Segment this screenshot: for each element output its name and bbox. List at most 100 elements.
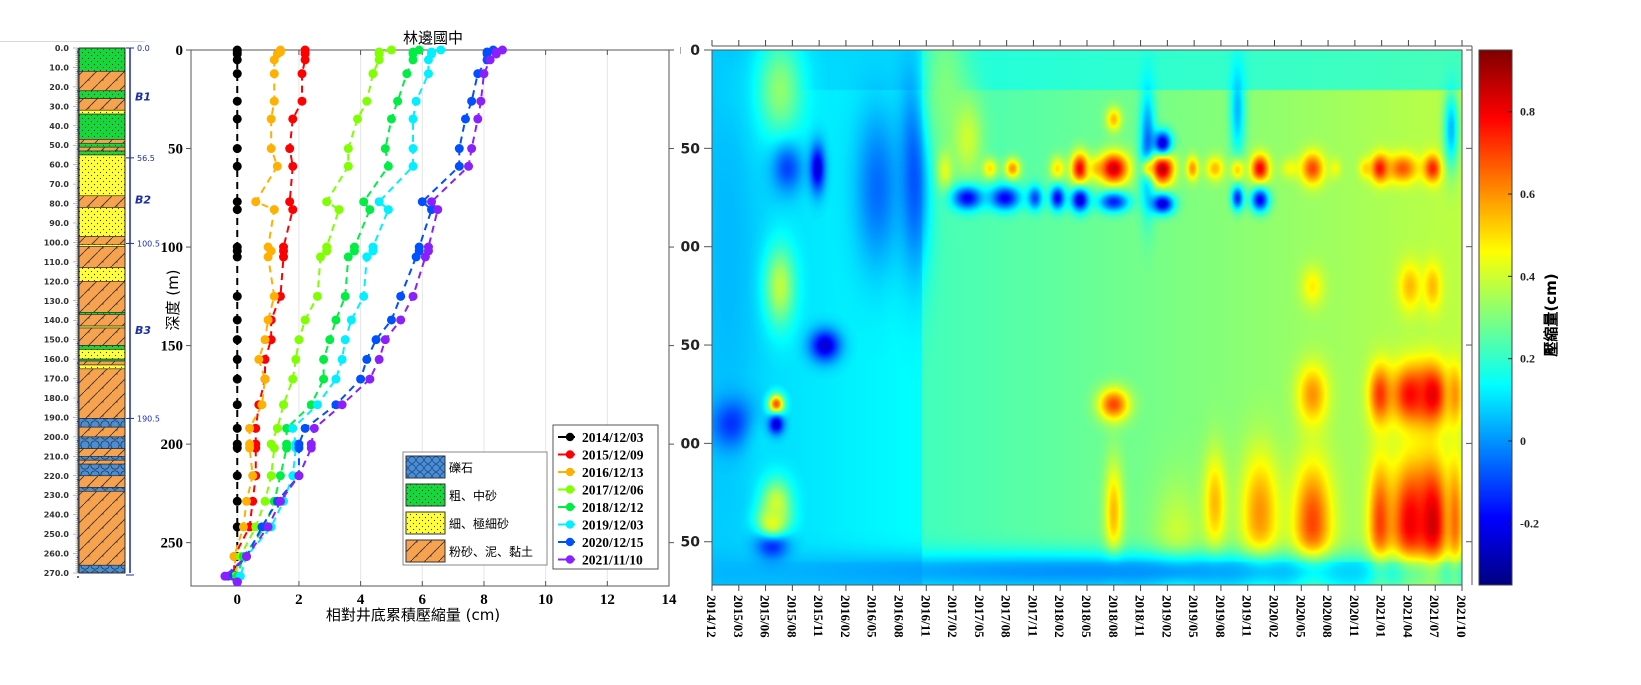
unit-label: B3	[135, 324, 151, 337]
heatmap-x-tick-label: 2021/07	[1427, 595, 1442, 638]
data-point	[269, 96, 279, 106]
heatmap-x-tick-label: 2017/02	[945, 595, 960, 638]
strat-depth-label: 70.0	[49, 180, 69, 189]
strat-layer-pattern	[79, 565, 125, 573]
series-2018-12-12	[232, 45, 424, 587]
data-point	[408, 161, 418, 171]
legend-label: 2021/11/10	[582, 553, 643, 568]
strat-depth-label: 60.0	[49, 161, 69, 170]
strat-layer-pattern	[79, 195, 125, 208]
data-point	[275, 471, 285, 481]
heatmap-x-tick-label: 2019/05	[1186, 595, 1201, 638]
series-line	[236, 49, 420, 583]
strat-layer-pattern	[79, 312, 125, 315]
data-point	[263, 252, 273, 262]
legend-marker	[565, 555, 575, 564]
data-point	[319, 354, 329, 364]
data-point	[288, 471, 298, 481]
data-point	[393, 96, 403, 106]
strat-depth-label: 80.0	[49, 200, 69, 209]
strat-layer-pattern	[79, 48, 125, 72]
lithology-swatch-pattern	[406, 512, 445, 534]
data-point	[269, 291, 279, 301]
data-point	[331, 315, 341, 325]
data-point	[232, 114, 242, 124]
legend-marker	[565, 537, 575, 547]
strat-depth-label: 180.0	[44, 394, 70, 403]
heatmap-image	[712, 50, 1462, 585]
divider-line	[0, 41, 145, 42]
data-point	[232, 315, 242, 325]
strat-marker	[77, 167, 79, 170]
series-2019-12-03	[232, 45, 446, 587]
data-point	[275, 496, 285, 506]
colorbar-image	[1479, 50, 1512, 585]
strat-depth-label: 190.0	[44, 413, 70, 422]
data-point	[245, 522, 255, 532]
line-chart-x-label: 相對井底累積壓縮量 (cm)	[326, 606, 500, 624]
strat-layer-pattern	[79, 349, 125, 360]
data-point	[433, 205, 443, 215]
data-point	[343, 252, 353, 262]
data-point	[300, 423, 310, 433]
colorbar-tick-label: 0	[1520, 434, 1526, 448]
lithology-legend-label: 粗、中砂	[449, 488, 497, 503]
data-point	[362, 252, 372, 262]
legend-label: 2015/12/09	[582, 448, 644, 463]
unit-boundary-label: 56.5	[137, 154, 155, 163]
strat-layer-pattern	[79, 90, 125, 99]
heatmap-x-tick-label: 2018/08	[1106, 595, 1121, 638]
compression-depth-line-chart: 0 2 4 6 8 10 12 14 0 50 100 150 200 250 林邊國中 相對井底累積壓縮…	[161, 29, 678, 624]
data-point	[309, 423, 319, 433]
data-point	[306, 400, 316, 410]
legend-label: 2017/12/06	[582, 483, 644, 498]
strat-depth-label: 10.0	[49, 63, 69, 72]
data-point	[383, 205, 393, 215]
data-point	[322, 197, 332, 207]
heatmap-x-tick-label: 2020/11	[1347, 595, 1362, 637]
heatmap-x-tick-label: 2018/11	[1133, 595, 1148, 637]
x-tick-label: 0	[234, 592, 242, 608]
strat-layer-pattern	[79, 114, 125, 140]
data-point	[337, 400, 347, 410]
strat-marker	[77, 576, 79, 578]
legend-label: 2019/12/03	[582, 518, 644, 533]
data-point	[232, 291, 242, 301]
data-point	[408, 114, 418, 124]
data-point	[485, 55, 495, 65]
strat-marker	[77, 303, 79, 306]
heatmap-x-tick-label: 2017/05	[972, 595, 987, 638]
strat-layer-pattern	[79, 427, 125, 437]
strat-layer-pattern	[79, 359, 125, 362]
strat-marker	[77, 245, 79, 248]
data-point	[275, 291, 285, 301]
data-point	[245, 423, 255, 433]
strat-column-border	[78, 47, 126, 574]
data-point	[473, 69, 483, 79]
data-point	[232, 496, 242, 506]
strat-layer-pattern	[79, 151, 125, 155]
legend-label: 2014/12/03	[582, 430, 644, 445]
strat-layer-pattern	[79, 244, 125, 247]
data-point	[325, 335, 335, 345]
strat-marker	[77, 517, 79, 520]
data-point	[362, 354, 372, 364]
data-point	[269, 443, 279, 453]
data-point	[232, 335, 242, 345]
legend-marker	[565, 450, 575, 459]
data-point	[232, 205, 242, 215]
data-point	[269, 69, 279, 79]
data-point	[340, 335, 350, 345]
heatmap-x-tick-label: 2016/02	[838, 595, 853, 638]
data-point	[288, 423, 298, 433]
data-point	[288, 161, 298, 171]
data-point	[288, 374, 298, 384]
heatmap-x-tick-label: 2015/11	[811, 595, 826, 637]
x-tick-label: 12	[600, 592, 615, 608]
data-point	[427, 205, 437, 215]
data-point	[359, 291, 369, 301]
data-point	[454, 161, 464, 171]
data-point	[417, 197, 427, 207]
heatmap-x-tick-label: 2019/08	[1213, 595, 1228, 638]
strat-layer-pattern	[79, 71, 125, 91]
